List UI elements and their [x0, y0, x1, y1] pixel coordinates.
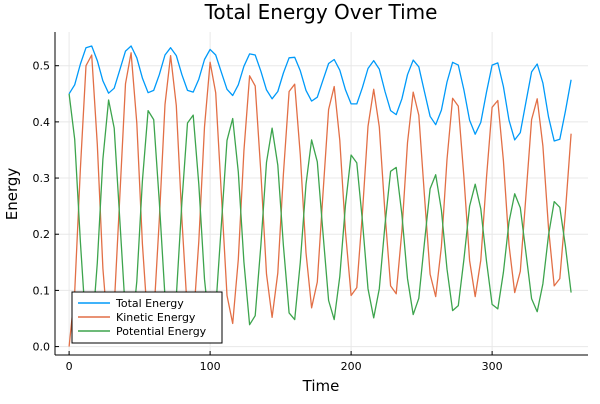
x-tick-label: 300: [482, 360, 503, 373]
y-tick-label: 0.1: [33, 284, 51, 297]
chart-title: Total Energy Over Time: [204, 0, 438, 24]
y-tick-label: 0.2: [33, 228, 51, 241]
y-axis-label: Energy: [3, 168, 21, 221]
legend-label: Kinetic Energy: [116, 311, 196, 324]
y-tick-label: 0.5: [33, 60, 51, 73]
legend-label: Potential Energy: [116, 325, 207, 338]
x-axis-label: Time: [302, 377, 340, 395]
total-energy-line: [68, 45, 572, 142]
x-tick-label: 100: [200, 360, 221, 373]
axes: [54, 32, 588, 356]
legend-label: Total Energy: [115, 297, 184, 310]
potential-energy-line: [68, 93, 572, 341]
x-tick-label: 0: [66, 360, 73, 373]
y-tick-label: 0.4: [33, 116, 51, 129]
x-tick-label: 200: [341, 360, 362, 373]
tick-labels: 0 100 200 300 0.0 0.1 0.2 0.3 0.4 0.5: [33, 60, 503, 373]
y-tick-label: 0.3: [33, 172, 51, 185]
y-tick-label: 0.0: [33, 341, 51, 354]
